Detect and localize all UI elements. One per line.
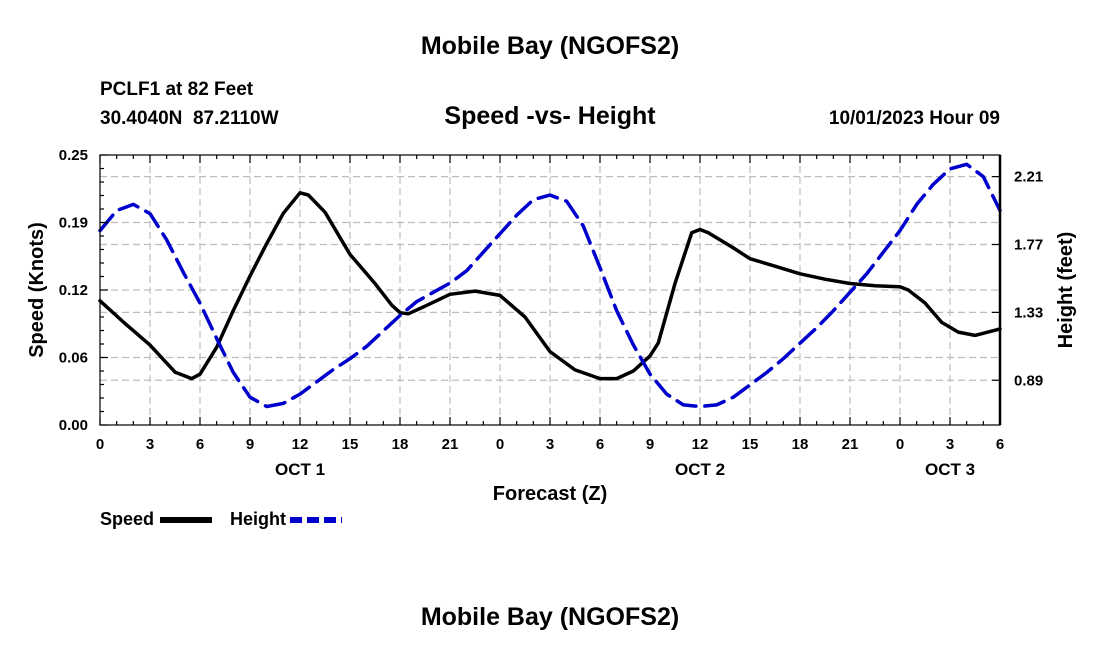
legend: Speed Height (100, 509, 342, 529)
x-tick-label: 6 (196, 436, 204, 453)
x-tick-label: 12 (692, 436, 709, 453)
chart-title: Speed -vs- Height (444, 102, 656, 130)
y-left-tick-label: 0.06 (59, 350, 88, 367)
y-axis-left-label: Speed (Knots) (26, 222, 48, 358)
x-tick-label: 18 (792, 436, 809, 453)
y-left-tick-label: 0.12 (59, 282, 88, 299)
y-left-tick-label: 0.19 (59, 215, 88, 232)
y-left-tick-label: 0.25 (59, 147, 88, 164)
x-tick-label: 21 (442, 436, 459, 453)
x-tick-label: 0 (896, 436, 904, 453)
x-tick-label: 0 (496, 436, 504, 453)
series-line-speed (98, 191, 1002, 381)
x-tick-label: 3 (146, 436, 154, 453)
station-label: PCLF1 at 82 Feet (100, 79, 254, 100)
y-axis-right-label: Height (feet) (1055, 232, 1077, 349)
x-tick-label: 6 (996, 436, 1004, 453)
x-tick-label: 9 (646, 436, 654, 453)
y-right-tick-label: 2.21 (1014, 169, 1043, 186)
y-right-tick-label: 1.33 (1014, 304, 1043, 321)
x-tick-label: 3 (946, 436, 954, 453)
coords-label: 30.4040N 87.2110W (100, 108, 279, 129)
x-tick-label: 9 (246, 436, 254, 453)
page-title-top: Mobile Bay (NGOFS2) (421, 32, 679, 60)
legend-speed-label: Speed (100, 509, 154, 529)
series-layer (98, 162, 1002, 409)
series-line-height (98, 162, 1002, 409)
y-right-tick-label: 1.77 (1014, 236, 1043, 253)
x-tick-label: 0 (96, 436, 104, 453)
x-tick-label: 15 (342, 436, 359, 453)
x-tick-label: 15 (742, 436, 759, 453)
ticks: 0 3 6 9 12 15 18 21 0 3 6 9 12 15 18 21 0 3 6 OCT 1 OCT 2 OCT… (59, 147, 1043, 479)
x-tick-label: 18 (392, 436, 409, 453)
x-tick-label: 21 (842, 436, 859, 453)
day-label: OCT 1 (275, 460, 325, 479)
legend-height-label: Height (230, 509, 286, 529)
page-title-bottom: Mobile Bay (NGOFS2) (421, 603, 679, 631)
x-tick-label: 3 (546, 436, 554, 453)
date-label: 10/01/2023 Hour 09 (829, 108, 1000, 129)
y-right-tick-label: 0.89 (1014, 372, 1043, 389)
x-tick-label: 6 (596, 436, 604, 453)
x-axis-label: Forecast (Z) (493, 483, 607, 505)
y-left-tick-label: 0.00 (59, 417, 88, 434)
x-tick-label: 12 (292, 436, 309, 453)
day-label: OCT 3 (925, 460, 975, 479)
day-label: OCT 2 (675, 460, 725, 479)
